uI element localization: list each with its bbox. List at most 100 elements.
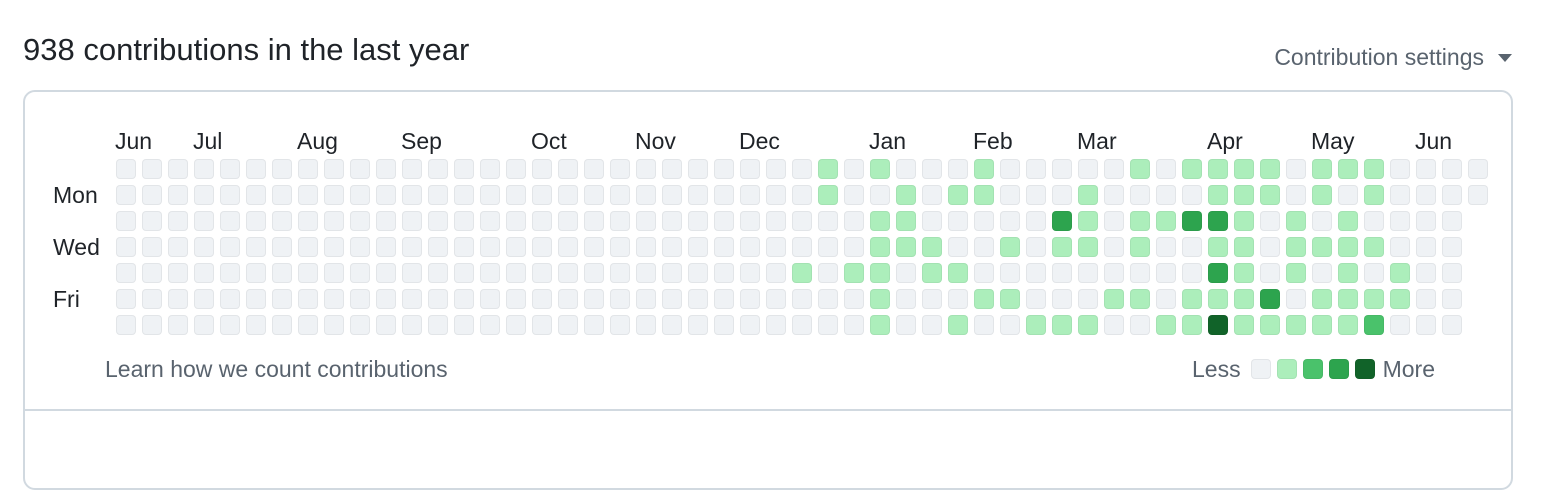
contribution-day-cell[interactable] xyxy=(1052,185,1072,205)
contribution-day-cell[interactable] xyxy=(766,315,786,335)
contribution-day-cell[interactable] xyxy=(194,237,214,257)
contribution-day-cell[interactable] xyxy=(688,211,708,231)
contribution-day-cell[interactable] xyxy=(714,237,734,257)
contribution-day-cell[interactable] xyxy=(1052,263,1072,283)
contribution-day-cell[interactable] xyxy=(922,289,942,309)
contribution-day-cell[interactable] xyxy=(298,315,318,335)
contribution-day-cell[interactable] xyxy=(350,315,370,335)
contribution-day-cell[interactable] xyxy=(1468,185,1488,205)
contribution-day-cell[interactable] xyxy=(506,315,526,335)
contribution-day-cell[interactable] xyxy=(1182,315,1202,335)
contribution-day-cell[interactable] xyxy=(324,159,344,179)
contribution-day-cell[interactable] xyxy=(1286,185,1306,205)
contribution-day-cell[interactable] xyxy=(506,289,526,309)
contribution-day-cell[interactable] xyxy=(1312,211,1332,231)
contribution-day-cell[interactable] xyxy=(714,315,734,335)
contribution-day-cell[interactable] xyxy=(480,237,500,257)
contribution-day-cell[interactable] xyxy=(428,315,448,335)
contribution-day-cell[interactable] xyxy=(1364,315,1384,335)
contribution-day-cell[interactable] xyxy=(818,237,838,257)
contribution-day-cell[interactable] xyxy=(766,237,786,257)
contribution-day-cell[interactable] xyxy=(584,237,604,257)
contribution-day-cell[interactable] xyxy=(740,211,760,231)
contribution-day-cell[interactable] xyxy=(1078,185,1098,205)
contribution-day-cell[interactable] xyxy=(532,263,552,283)
contribution-day-cell[interactable] xyxy=(766,159,786,179)
contribution-day-cell[interactable] xyxy=(818,263,838,283)
contribution-day-cell[interactable] xyxy=(350,211,370,231)
contribution-day-cell[interactable] xyxy=(1442,315,1462,335)
contribution-day-cell[interactable] xyxy=(1000,237,1020,257)
contribution-day-cell[interactable] xyxy=(1416,263,1436,283)
contribution-day-cell[interactable] xyxy=(1000,263,1020,283)
contribution-day-cell[interactable] xyxy=(376,211,396,231)
contribution-day-cell[interactable] xyxy=(1052,315,1072,335)
contribution-day-cell[interactable] xyxy=(506,185,526,205)
contribution-day-cell[interactable] xyxy=(896,185,916,205)
contribution-day-cell[interactable] xyxy=(1260,211,1280,231)
contribution-day-cell[interactable] xyxy=(246,159,266,179)
contribution-day-cell[interactable] xyxy=(584,263,604,283)
contribution-day-cell[interactable] xyxy=(974,289,994,309)
contribution-day-cell[interactable] xyxy=(116,185,136,205)
contribution-day-cell[interactable] xyxy=(324,263,344,283)
contribution-day-cell[interactable] xyxy=(116,315,136,335)
contribution-day-cell[interactable] xyxy=(1364,159,1384,179)
contribution-day-cell[interactable] xyxy=(428,159,448,179)
contribution-day-cell[interactable] xyxy=(1416,315,1436,335)
contribution-day-cell[interactable] xyxy=(818,289,838,309)
contribution-day-cell[interactable] xyxy=(1416,211,1436,231)
contribution-day-cell[interactable] xyxy=(1338,237,1358,257)
contribution-day-cell[interactable] xyxy=(974,159,994,179)
contribution-day-cell[interactable] xyxy=(714,211,734,231)
contribution-day-cell[interactable] xyxy=(350,237,370,257)
contribution-day-cell[interactable] xyxy=(116,159,136,179)
contribution-day-cell[interactable] xyxy=(272,159,292,179)
contribution-day-cell[interactable] xyxy=(792,289,812,309)
contribution-day-cell[interactable] xyxy=(506,211,526,231)
contribution-day-cell[interactable] xyxy=(1078,289,1098,309)
contribution-day-cell[interactable] xyxy=(376,159,396,179)
contribution-day-cell[interactable] xyxy=(532,315,552,335)
contribution-day-cell[interactable] xyxy=(558,237,578,257)
contribution-day-cell[interactable] xyxy=(1078,211,1098,231)
contribution-day-cell[interactable] xyxy=(714,185,734,205)
contribution-day-cell[interactable] xyxy=(1130,159,1150,179)
contribution-day-cell[interactable] xyxy=(844,315,864,335)
contribution-day-cell[interactable] xyxy=(1104,211,1124,231)
contribution-day-cell[interactable] xyxy=(1442,159,1462,179)
contribution-day-cell[interactable] xyxy=(1130,237,1150,257)
contribution-day-cell[interactable] xyxy=(1260,185,1280,205)
contribution-day-cell[interactable] xyxy=(1052,211,1072,231)
contribution-day-cell[interactable] xyxy=(1442,185,1462,205)
contribution-day-cell[interactable] xyxy=(1104,289,1124,309)
contribution-day-cell[interactable] xyxy=(896,289,916,309)
contribution-day-cell[interactable] xyxy=(168,237,188,257)
contribution-day-cell[interactable] xyxy=(584,315,604,335)
contribution-day-cell[interactable] xyxy=(376,289,396,309)
contribution-day-cell[interactable] xyxy=(142,185,162,205)
contribution-day-cell[interactable] xyxy=(1208,211,1228,231)
contribution-day-cell[interactable] xyxy=(740,315,760,335)
contribution-day-cell[interactable] xyxy=(714,263,734,283)
contribution-day-cell[interactable] xyxy=(220,289,240,309)
contribution-day-cell[interactable] xyxy=(1312,185,1332,205)
contribution-day-cell[interactable] xyxy=(1156,237,1176,257)
contribution-day-cell[interactable] xyxy=(584,211,604,231)
contribution-day-cell[interactable] xyxy=(610,159,630,179)
contribution-day-cell[interactable] xyxy=(870,289,890,309)
contribution-day-cell[interactable] xyxy=(1234,315,1254,335)
contribution-day-cell[interactable] xyxy=(1000,289,1020,309)
contribution-day-cell[interactable] xyxy=(610,289,630,309)
contribution-day-cell[interactable] xyxy=(974,237,994,257)
contribution-day-cell[interactable] xyxy=(1338,159,1358,179)
contribution-day-cell[interactable] xyxy=(1390,289,1410,309)
contribution-day-cell[interactable] xyxy=(1286,211,1306,231)
contribution-day-cell[interactable] xyxy=(1442,211,1462,231)
contribution-day-cell[interactable] xyxy=(1286,237,1306,257)
contribution-day-cell[interactable] xyxy=(142,315,162,335)
contribution-day-cell[interactable] xyxy=(1390,263,1410,283)
contribution-day-cell[interactable] xyxy=(662,185,682,205)
contribution-day-cell[interactable] xyxy=(1338,211,1358,231)
contribution-day-cell[interactable] xyxy=(584,289,604,309)
